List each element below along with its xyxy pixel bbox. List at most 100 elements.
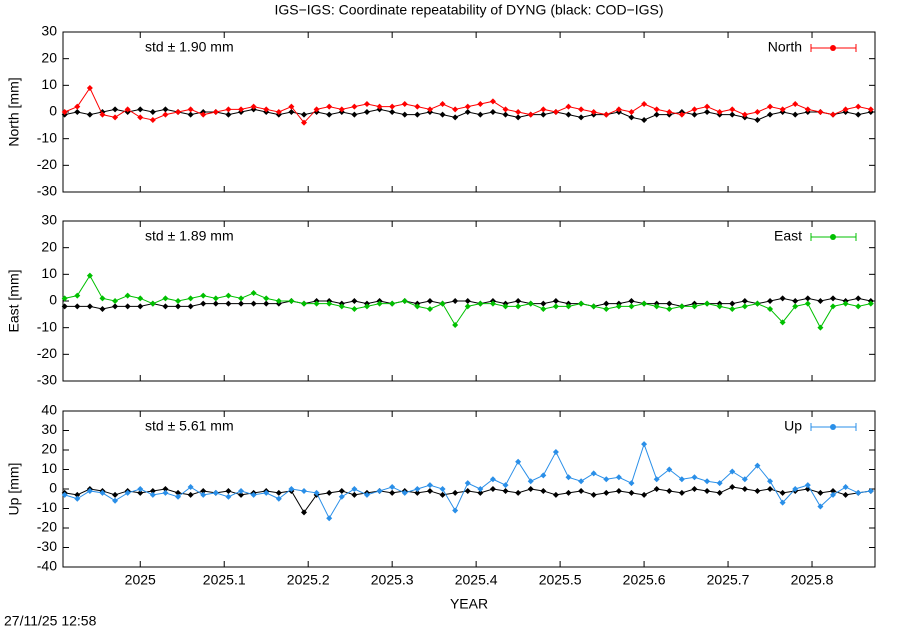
data-point [162,303,169,310]
data-point [162,486,169,492]
data-point [603,489,610,496]
data-point [61,109,68,115]
data-point [842,484,849,491]
data-point [401,489,408,496]
y-tick-label: -30 [37,538,57,554]
data-point [704,487,711,494]
data-point [112,298,119,304]
data-point [804,106,811,113]
data-point [691,106,698,113]
data-point [162,295,169,302]
data-point [867,487,874,494]
data-point [804,482,811,489]
data-point [628,489,635,496]
y-tick-label: -30 [37,183,57,199]
y-tick-label: 20 [41,238,57,254]
data-point [363,109,370,115]
data-point [666,109,673,115]
x-tick-label: 2025.7 [707,572,750,588]
data-point [716,489,723,496]
data-point [603,476,610,483]
x-tick-label: 2025.1 [203,572,246,588]
data-point [502,106,509,113]
data-point [187,295,194,302]
data-point [212,489,219,496]
data-point [124,292,131,299]
data-point [754,462,761,469]
data-point [678,489,685,496]
data-point [86,85,93,91]
data-point [678,476,685,483]
data-point [238,491,245,498]
data-point [414,111,421,118]
data-point [515,114,522,121]
data-point [250,300,257,307]
data-point [666,306,673,312]
data-point [615,474,622,481]
data-point [137,489,144,496]
data-point [477,101,484,107]
data-point [678,303,685,310]
data-point [477,486,484,492]
data-point [351,491,358,498]
data-point [540,487,547,494]
data-point [300,487,307,494]
data-point [389,489,396,496]
data-point [326,515,333,522]
data-point [779,319,786,326]
data-point [326,111,333,118]
data-point [137,303,144,310]
y-tick-label: 20 [41,441,57,457]
data-point [326,103,333,110]
data-point [452,106,459,113]
data-point [527,486,534,492]
data-point [313,106,320,113]
data-point [313,489,320,496]
data-point [590,470,597,477]
data-point [741,476,748,483]
data-point [112,497,119,504]
x-tick-label: 2025.8 [791,572,834,588]
data-point [489,486,496,492]
y-tick-label: 0 [49,292,57,308]
data-point [200,487,207,494]
data-point [74,109,81,115]
data-point [489,109,496,115]
data-point [275,489,282,496]
data-point [187,484,194,491]
data-point [351,103,358,110]
data-point [603,306,610,312]
data-point [363,101,370,107]
data-point [376,300,383,307]
data-point [389,484,396,491]
data-point [628,303,635,310]
data-point [351,298,358,304]
data-point [238,295,245,302]
data-point [729,306,736,312]
data-point [653,486,660,492]
data-point [540,472,547,479]
data-point [351,486,358,492]
data-point [716,480,723,487]
x-tick-label: 2025.2 [287,572,330,588]
chart-title: IGS−IGS: Coordinate repeatability of DYN… [274,2,663,18]
data-point [187,106,194,113]
data-point [867,106,874,113]
data-point [792,101,799,107]
series [61,272,874,331]
data-point [162,489,169,496]
y-tick-label: 40 [41,402,57,418]
data-point [867,300,874,307]
data-point [855,103,862,110]
data-point [175,493,182,500]
data-point [351,111,358,118]
data-point [61,295,68,302]
data-point [779,489,786,496]
data-point [527,478,534,485]
data-point [338,106,345,113]
x-tick-label: 2025.5 [539,572,582,588]
data-point [855,489,862,496]
data-point [729,300,736,307]
data-point [99,306,106,312]
